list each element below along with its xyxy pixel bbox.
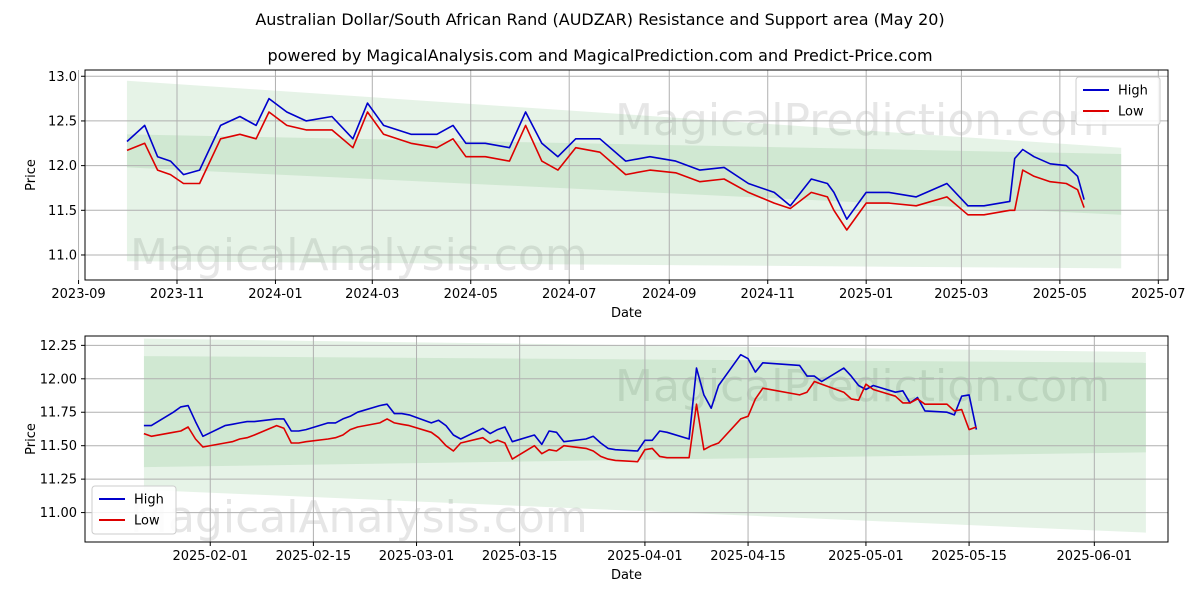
- y-tick-label: 11.5: [48, 204, 77, 219]
- x-tick-label: 2025-01: [839, 287, 893, 302]
- legend-label-high: High: [134, 493, 164, 508]
- y-tick-label: 12.25: [40, 339, 77, 354]
- watermark-text: MagicalAnalysis.com: [130, 230, 588, 281]
- y-tick-label: 11.75: [40, 406, 77, 421]
- y-tick-label: 11.25: [40, 473, 77, 488]
- series-line-high: [143, 353, 978, 452]
- x-tick-label: 2025-03: [934, 287, 988, 302]
- x-tick-label: 2024-03: [345, 287, 399, 302]
- x-tick-label: 2025-05-15: [931, 549, 1007, 564]
- legend-label-high: High: [1118, 84, 1148, 99]
- chart-panel-2: MagicalAnalysis.comMagicalPrediction.com…: [24, 335, 1169, 583]
- x-tick-label: 2024-05: [444, 287, 498, 302]
- x-tick-label: 2025-03-15: [482, 549, 558, 564]
- x-tick-label: 2025-07: [1131, 287, 1185, 302]
- x-tick-label: 2025-05-01: [828, 549, 904, 564]
- chart-title: Australian Dollar/South African Rand (AU…: [255, 10, 945, 29]
- x-tick-label: 2023-11: [150, 287, 204, 302]
- series-line-low: [143, 380, 977, 463]
- legend-label-low: Low: [134, 514, 160, 529]
- legend-label-low: Low: [1118, 105, 1144, 120]
- x-tick-label: 2025-03-01: [379, 549, 455, 564]
- x-tick-label: 2025-04-15: [710, 549, 786, 564]
- x-axis-label: Date: [611, 306, 642, 321]
- y-tick-label: 11.0: [48, 248, 77, 263]
- x-tick-label: 2025-02-01: [172, 549, 248, 564]
- x-tick-label: 2024-09: [642, 287, 696, 302]
- y-tick-label: 11.00: [40, 506, 77, 521]
- plot-frame: [84, 335, 1169, 543]
- y-axis-label: Price: [24, 423, 39, 455]
- x-tick-label: 2025-05: [1033, 287, 1087, 302]
- y-tick-label: 12.5: [48, 114, 77, 129]
- legend: High Low: [91, 485, 177, 535]
- x-tick-label: 2024-11: [741, 287, 795, 302]
- x-tick-label: 2025-04-01: [607, 549, 683, 564]
- chart-panel-1: MagicalAnalysis.comMagicalPrediction.com…: [24, 69, 1185, 321]
- x-tick-label: 2023-09: [51, 287, 105, 302]
- support-resistance-band-inner: [126, 134, 1122, 215]
- x-tick-label: 2025-06-01: [1057, 549, 1133, 564]
- x-tick-label: 2025-02-15: [276, 549, 352, 564]
- x-axis-label: Date: [611, 568, 642, 583]
- x-tick-label: 2024-07: [542, 287, 596, 302]
- x-tick-label: 2024-01: [248, 287, 302, 302]
- y-tick-label: 12.0: [48, 159, 77, 174]
- y-tick-label: 11.50: [40, 439, 77, 454]
- series-line-low: [126, 111, 1085, 231]
- series-line-high: [126, 97, 1085, 220]
- y-tick-label: 12.00: [40, 372, 77, 387]
- chart-subtitle: powered by MagicalAnalysis.com and Magic…: [267, 46, 933, 65]
- legend: High Low: [1075, 76, 1161, 126]
- y-axis-label: Price: [24, 159, 39, 191]
- watermark-text: MagicalAnalysis.com: [130, 492, 588, 543]
- plot-frame: [84, 69, 1169, 281]
- support-resistance-band-outer: [126, 80, 1122, 269]
- y-tick-label: 13.0: [48, 70, 77, 85]
